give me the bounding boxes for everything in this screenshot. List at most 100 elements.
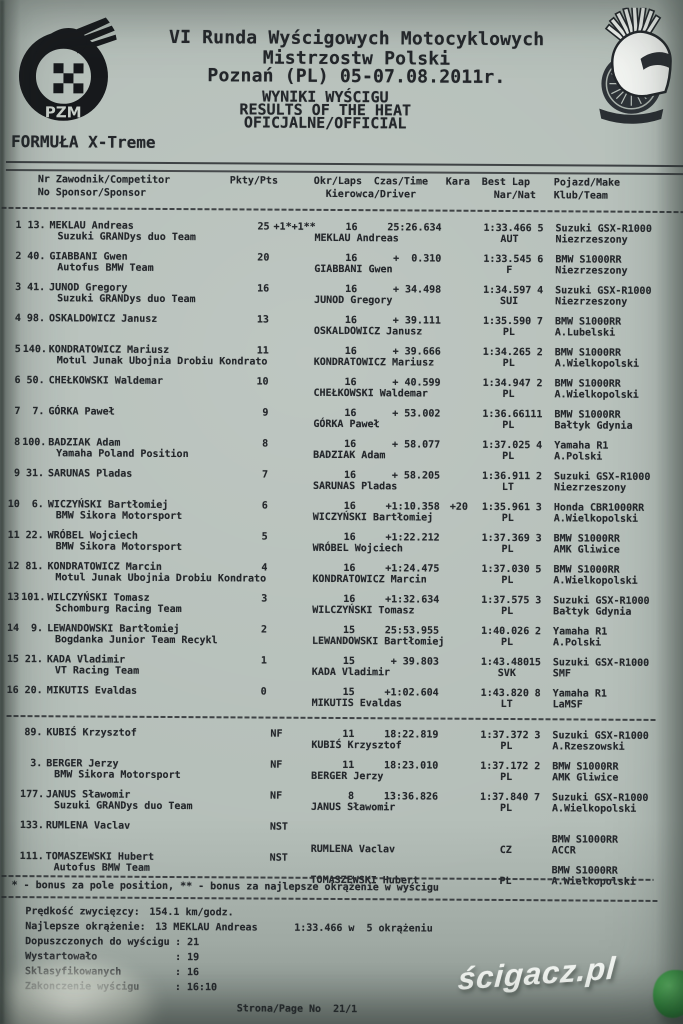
cell-team: LaMSF — [552, 699, 583, 711]
cell-driver: KONDRATOWICZ Mariusz — [313, 356, 435, 369]
cell-name: CHEŁKOWSKI Waldemar — [48, 375, 164, 387]
cell-team: Bałtyk Gdynia — [553, 606, 632, 618]
cell-best-lap-no: 7 — [536, 316, 544, 328]
cell-position: 7 — [14, 406, 21, 418]
cell-best-lap: 1:34.597 — [483, 284, 532, 297]
cell-driver: KUBIŚ Krzysztof — [311, 739, 402, 752]
cell-make: BMW S1000RR — [553, 564, 620, 576]
cell-nat: PL — [499, 802, 513, 815]
cell-nr: 3. — [30, 758, 43, 770]
cell-best-lap: 1:37.369 — [481, 532, 530, 545]
cell-nat: PL — [501, 543, 514, 556]
cell-name: LEWANDOWSKI Bartłomiej — [47, 623, 180, 636]
dnf-row: 177. JANUS Sławomir NF 8 13:36.826 1:37.840 7 S… — [0, 789, 681, 824]
event-title-line3: Poznań (PL) 05-07.08.2011r. — [207, 65, 506, 89]
cell-status: NST — [269, 852, 288, 864]
cell-nr: 133. — [19, 820, 45, 832]
cell-name: JUNOD Gregory — [49, 282, 128, 294]
cell-driver: JANUS Sławomir — [310, 801, 396, 814]
cell-best-lap-no: 4 — [537, 285, 544, 297]
cell-sponsor: Yamaha Poland Position — [56, 448, 189, 461]
cell-name: MEKLAU Andreas — [49, 220, 134, 232]
cell-nr: 7. — [32, 406, 45, 418]
cell-nr: 140. — [22, 344, 47, 356]
cell-nr: 13. — [27, 220, 46, 232]
cell-nr: 22. — [25, 530, 44, 542]
cell-sponsor: BMW Sikora Motorsport — [54, 769, 181, 782]
scigacz-green-logo-icon — [653, 970, 683, 1018]
finish-time-value: 16:10 — [186, 982, 218, 994]
cell-nat: PL — [501, 574, 514, 587]
cell-team: A.Wielkopolski — [554, 389, 639, 401]
helmet-club-emblem-icon — [599, 7, 672, 124]
best-lap-detail: 1:33.466 w 5 okrążeniu — [294, 922, 433, 935]
result-row: 10 6. WICZYŃSKI Bartłomiej 6 16 +1:10.358 +20 1… — [2, 499, 683, 534]
cell-best-lap-no: 3 — [535, 502, 542, 514]
cell-name: KADA Vladimir — [46, 654, 126, 666]
page-number: Strona/Page No 21/1 — [236, 1003, 358, 1016]
cell-name: WILCZYŃSKI Tomasz — [47, 592, 150, 604]
cell-position: 13 — [7, 591, 20, 604]
cell-position: 9 — [13, 468, 21, 480]
col-header-kara: Kara — [445, 176, 470, 188]
cell-make: Suzuki GSX-R1000 — [553, 471, 651, 483]
cell-penalty: +20 — [449, 501, 468, 513]
cell-time: +1:10.358 — [385, 501, 440, 513]
result-row: 4 98. OSKALDOWICZ Janusz 13 16 + 39.111 1:35.5… — [3, 313, 683, 348]
cell-name: BADZIAK Adam — [48, 437, 121, 449]
footnote-rule-bottom — [1, 895, 658, 902]
cell-driver: GÓRKA Paweł — [313, 418, 380, 431]
cell-position: 1 — [15, 220, 22, 232]
col-header-team: Klub/Team — [553, 190, 608, 202]
cell-nr: 177. — [20, 789, 45, 801]
finger-smudge — [8, 958, 158, 1024]
cell-best-lap: 1:35.590 — [482, 315, 532, 328]
cell-sponsor: VT Racing Team — [54, 665, 140, 677]
cell-name: WICZYŃSKI Bartłomiej — [47, 499, 169, 511]
cell-status: NF — [270, 728, 283, 740]
cell-name: RUMLENA Vaclav — [45, 820, 131, 832]
cell-driver: SARUNAS Pladas — [312, 480, 398, 493]
cell-nat: AUT — [500, 233, 519, 246]
cell-driver: MIKUTIS Evaldas — [311, 697, 402, 710]
result-row: 5 140. KONDRATOWICZ Mariusz 11 16 + 39.666 1:3… — [3, 344, 683, 379]
cell-best-lap-no: 2 — [535, 471, 543, 483]
cell-nat: PL — [502, 419, 515, 432]
col-header-sponsor: Sponsor/Sponsor — [55, 187, 147, 199]
results-heading-official: OFICJALNE/OFFICIAL — [243, 113, 407, 133]
cell-time: + 58.077 — [392, 439, 441, 451]
event-title-line1: VI Runda Wyścigowych Motocyklowych — [169, 26, 545, 51]
cell-nr: 9. — [31, 623, 44, 635]
result-row: 8 100. BADZIAK Adam 8 16 + 58.077 1:37.025 4 Yam… — [2, 437, 683, 472]
dnf-table-body: 89. KUBIŚ Krzysztof NF 11 18:22.819 1:37.372 3… — [0, 727, 681, 888]
cell-laps: 15 — [342, 687, 355, 699]
paper-edge-shadow — [0, 0, 4, 1024]
cell-name: GÓRKA Paweł — [48, 406, 115, 418]
result-row: 7 7. GÓRKA Paweł 9 16 + 53.002 1:36.661 11 BMW S… — [2, 406, 683, 441]
cell-laps: 8 — [348, 791, 355, 803]
cell-points: 4 — [261, 562, 268, 574]
cell-make: Suzuki GSX-R1000 — [555, 223, 652, 235]
cell-sponsor: BMW Sikora Motorsport — [55, 541, 183, 554]
cell-time: +1:02.604 — [384, 687, 439, 699]
cell-points: 16 — [257, 283, 270, 295]
cell-sponsor: BMW Sikora Motorsport — [55, 510, 183, 523]
cell-time: + 34.498 — [392, 284, 442, 296]
col-header-time: Czas/Time — [373, 176, 429, 188]
cell-points: 1 — [260, 655, 267, 667]
class-name: FORMUŁA X-Treme — [11, 131, 156, 152]
cell-laps: 16 — [344, 408, 357, 420]
cell-time: +1:24.475 — [385, 563, 440, 575]
cell-make: BMW S1000RR — [555, 254, 622, 266]
cell-team: Bałtyk Gdynia — [554, 420, 633, 432]
col-header-no: No — [37, 187, 50, 199]
cell-position: 8 — [14, 437, 21, 449]
double-rule — [5, 160, 683, 176]
cell-time: + 39.666 — [392, 346, 441, 358]
cell-best-lap-no: 11 — [530, 409, 543, 421]
cell-team: A.Polski — [554, 451, 603, 463]
cell-team: SMF — [552, 668, 571, 680]
cell-driver: LEWANDOWSKI Bartłomiej — [311, 635, 445, 648]
result-row: 11 22. WRÓBEL Wojciech 5 16 +1:22.212 1:37.369… — [1, 530, 682, 565]
